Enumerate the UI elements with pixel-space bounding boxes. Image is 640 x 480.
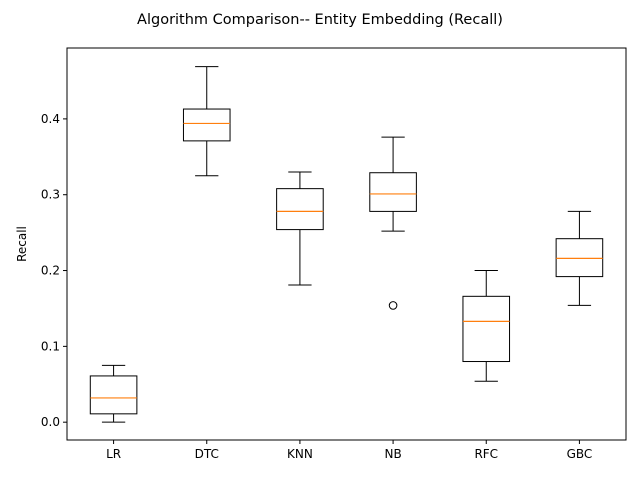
y-axis-label: Recall <box>15 226 29 262</box>
y-tick-label: 0.1 <box>41 339 60 353</box>
box-body <box>555 238 604 278</box>
box-outlier <box>388 301 398 310</box>
x-tick-label: KNN <box>287 447 313 461</box>
x-tick-label: GBC <box>567 447 593 461</box>
y-tick-label: 0.2 <box>41 264 60 278</box>
axes-frame <box>66 47 627 441</box>
box-body <box>89 375 138 415</box>
x-tick-label: DTC <box>195 447 219 461</box>
box-body <box>462 295 511 363</box>
box-body <box>276 188 324 231</box>
box-body <box>369 172 417 212</box>
y-tick-label: 0.3 <box>41 188 60 202</box>
chart-title: Algorithm Comparison-- Entity Embedding … <box>137 12 503 28</box>
box-body <box>182 108 231 142</box>
plot-area: 0.0 0.1 0.2 0.3 0.4 LR DTC KNN NB RFC GBC <box>41 66 604 461</box>
x-tick-label: NB <box>384 447 401 461</box>
x-tick-label: RFC <box>474 447 498 461</box>
y-tick-label: 0.4 <box>41 112 60 126</box>
y-tick-label: 0.0 <box>41 415 60 429</box>
x-tick-label: LR <box>106 447 121 461</box>
